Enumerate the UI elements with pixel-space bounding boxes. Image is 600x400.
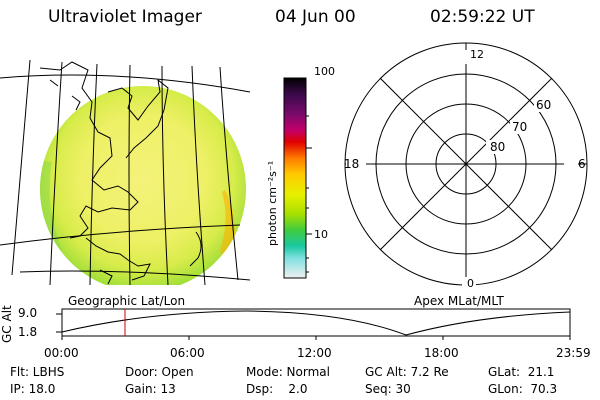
dayside-edge-green — [40, 160, 62, 255]
status-door: Door: Open — [125, 365, 194, 379]
polar-label: Apex MLat/MLT — [414, 294, 504, 308]
status-mode: Mode: Normal — [246, 365, 330, 379]
mlat-label-80: 80 — [490, 140, 506, 154]
title: Ultraviolet Imager — [48, 7, 202, 27]
mlt-label-18: 18 — [344, 157, 360, 171]
polar-grid — [344, 42, 588, 290]
limb-cyan-patch — [95, 58, 195, 85]
time: 02:59:22 UT — [430, 7, 535, 27]
date: 04 Jun 00 — [275, 7, 356, 27]
mlat-label-70: 70 — [512, 120, 528, 134]
timeline-ytick-min: 1.8 — [18, 325, 38, 339]
status-gain: Gain: 13 — [125, 382, 176, 396]
status-ip: IP: 18.0 — [10, 382, 56, 396]
timeline-ylabel: GC Alt — [0, 305, 14, 343]
mlat-label-60: 60 — [536, 98, 552, 112]
altitude-curve — [61, 310, 571, 336]
timeline-ytick-max: 9.0 — [18, 306, 38, 320]
colorbar — [283, 77, 312, 279]
status-gc-alt: GC Alt: 7.2 Re — [365, 365, 449, 379]
status-dsp: Dsp: 2.0 — [246, 382, 308, 396]
timeline-xtick-1200: 12:00 — [297, 346, 332, 360]
timeline-xtick-2359: 23:59 — [556, 346, 591, 360]
timeline-xtick-1800: 18:00 — [424, 346, 459, 360]
colorbar-scale — [283, 77, 307, 279]
mlt-line-diag-2 — [379, 77, 553, 251]
geo-grid — [0, 59, 251, 285]
coastlines — [39, 61, 202, 285]
status-glat: GLat: 21.1 — [488, 365, 555, 379]
geo-label: Geographic Lat/Lon — [68, 294, 186, 308]
colorbar-ticks — [306, 115, 312, 273]
timeline-frame — [61, 308, 571, 337]
colorbar-unit-label: photon cm⁻²s⁻¹ — [266, 160, 279, 246]
timeline-ticks — [56, 313, 571, 340]
mlt-label-0: 0 — [467, 277, 474, 290]
colorbar-tick-10: 10 — [314, 228, 328, 241]
timeline-xtick-0000: 00:00 — [44, 346, 79, 360]
status-filter: Flt: LBHS — [10, 365, 65, 379]
mlt-label-6: 6 — [578, 157, 586, 171]
status-glon: GLon: 70.3 — [488, 382, 558, 396]
timeline-xtick-0600: 06:00 — [170, 346, 205, 360]
colorbar-tick-100: 100 — [314, 65, 335, 78]
orbit-altitude-plot — [56, 308, 571, 340]
geographic-uv-image — [0, 58, 251, 285]
earth-disk — [40, 86, 246, 285]
mlt-label-12: 12 — [470, 48, 484, 61]
status-seq: Seq: 30 — [365, 382, 411, 396]
